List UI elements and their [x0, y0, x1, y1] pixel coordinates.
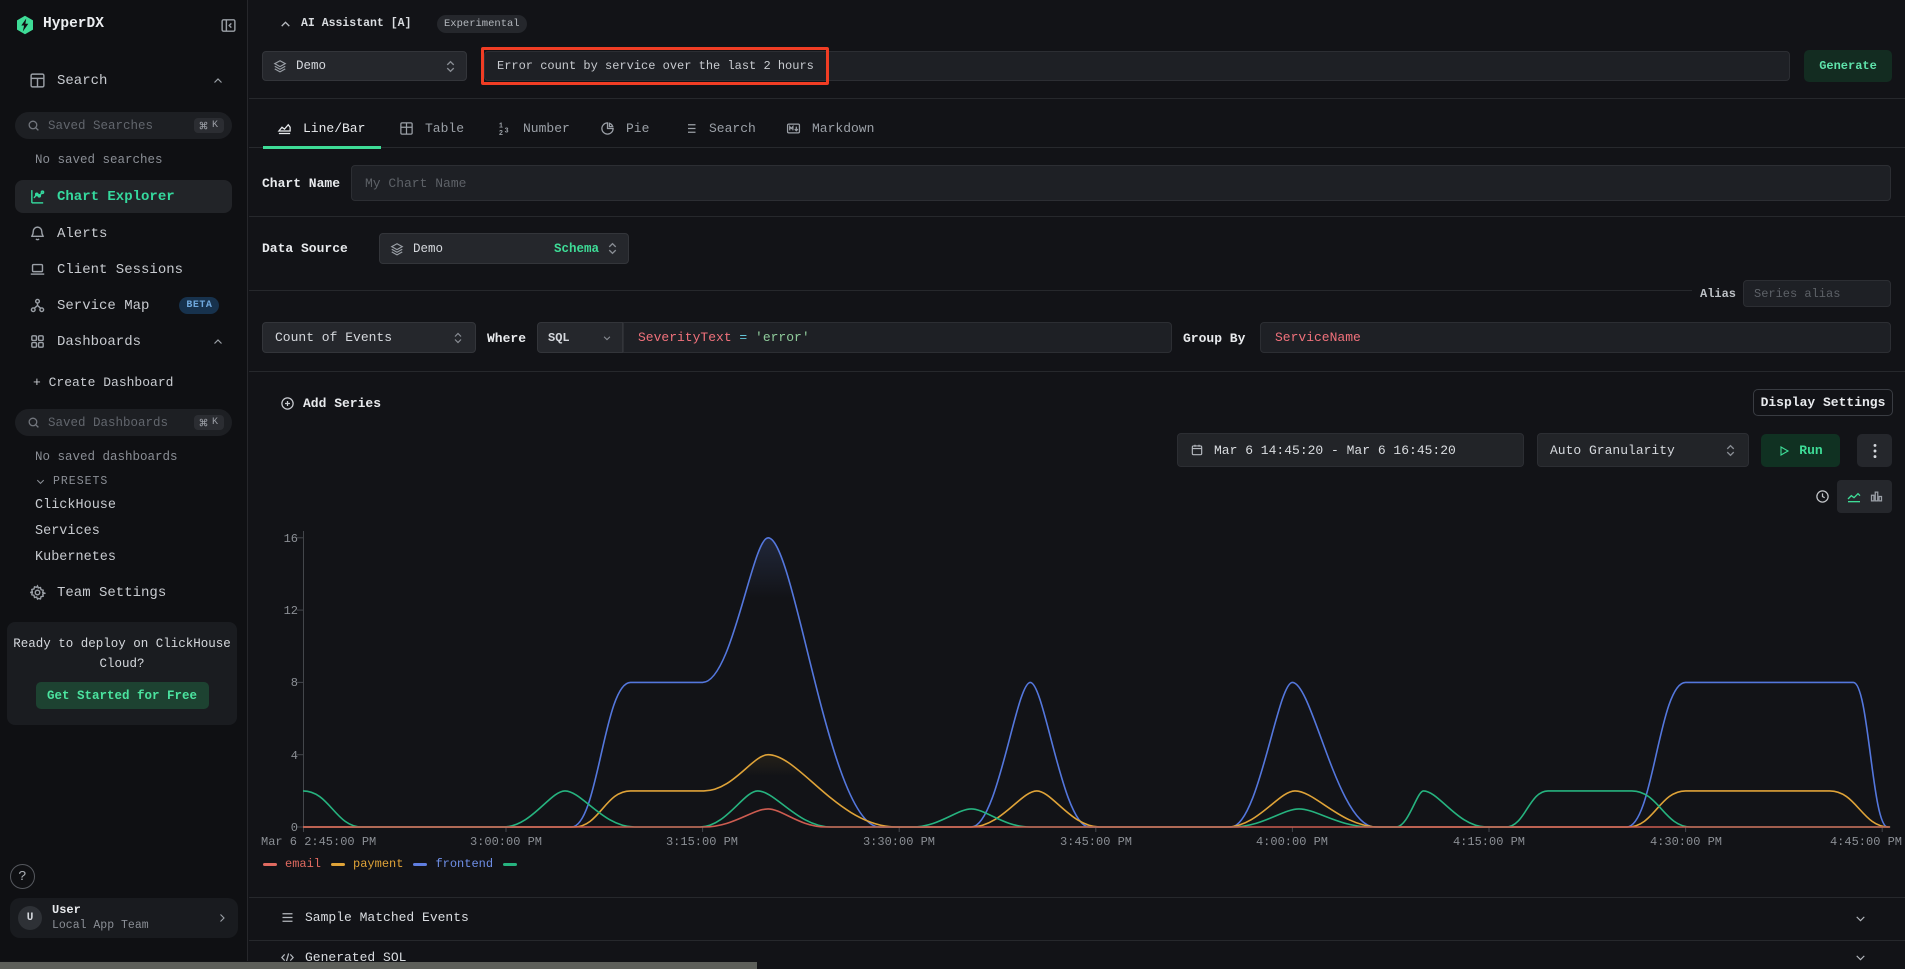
svg-text:3:30:00 PM: 3:30:00 PM: [863, 835, 935, 849]
svg-text:3:15:00 PM: 3:15:00 PM: [666, 835, 738, 849]
svg-text:3:00:00 PM: 3:00:00 PM: [470, 835, 542, 849]
svg-text:1: 1: [499, 122, 503, 130]
svg-text:4:30:00 PM: 4:30:00 PM: [1650, 835, 1722, 849]
svg-text:16: 16: [284, 532, 298, 546]
svg-text:3: 3: [505, 127, 509, 135]
svg-text:4:45:00 PM: 4:45:00 PM: [1830, 835, 1902, 849]
svg-text:4:15:00 PM: 4:15:00 PM: [1453, 835, 1525, 849]
svg-text:2: 2: [499, 130, 503, 136]
svg-text:4:00:00 PM: 4:00:00 PM: [1256, 835, 1328, 849]
svg-text:12: 12: [284, 604, 298, 618]
svg-text:8: 8: [291, 676, 298, 690]
svg-text:3:45:00 PM: 3:45:00 PM: [1060, 835, 1132, 849]
svg-text:4: 4: [291, 749, 298, 763]
svg-text:0: 0: [291, 821, 298, 835]
svg-text:Mar 6 2:45:00 PM: Mar 6 2:45:00 PM: [261, 835, 376, 849]
